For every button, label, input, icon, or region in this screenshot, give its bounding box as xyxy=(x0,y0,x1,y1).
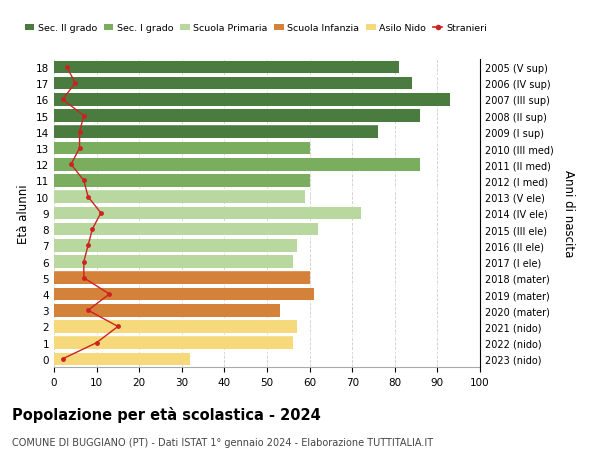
Legend: Sec. II grado, Sec. I grado, Scuola Primaria, Scuola Infanzia, Asilo Nido, Stran: Sec. II grado, Sec. I grado, Scuola Prim… xyxy=(25,24,487,34)
Bar xyxy=(54,175,310,187)
Bar xyxy=(54,224,318,236)
Bar xyxy=(54,94,450,106)
Bar xyxy=(54,336,293,349)
Text: COMUNE DI BUGGIANO (PT) - Dati ISTAT 1° gennaio 2024 - Elaborazione TUTTITALIA.I: COMUNE DI BUGGIANO (PT) - Dati ISTAT 1° … xyxy=(12,437,433,447)
Bar xyxy=(54,320,297,333)
Bar xyxy=(54,126,378,139)
Bar xyxy=(54,256,293,269)
Bar xyxy=(54,142,310,155)
Bar xyxy=(54,110,421,123)
Text: Popolazione per età scolastica - 2024: Popolazione per età scolastica - 2024 xyxy=(12,406,321,422)
Bar xyxy=(54,353,190,365)
Bar xyxy=(54,240,297,252)
Bar xyxy=(54,191,305,203)
Y-axis label: Anni di nascita: Anni di nascita xyxy=(562,170,575,257)
Y-axis label: Età alunni: Età alunni xyxy=(17,184,31,243)
Bar xyxy=(54,78,412,90)
Bar xyxy=(54,304,280,317)
Bar xyxy=(54,207,361,220)
Bar xyxy=(54,62,399,74)
Bar xyxy=(54,158,421,171)
Bar xyxy=(54,288,314,301)
Bar xyxy=(54,272,310,285)
